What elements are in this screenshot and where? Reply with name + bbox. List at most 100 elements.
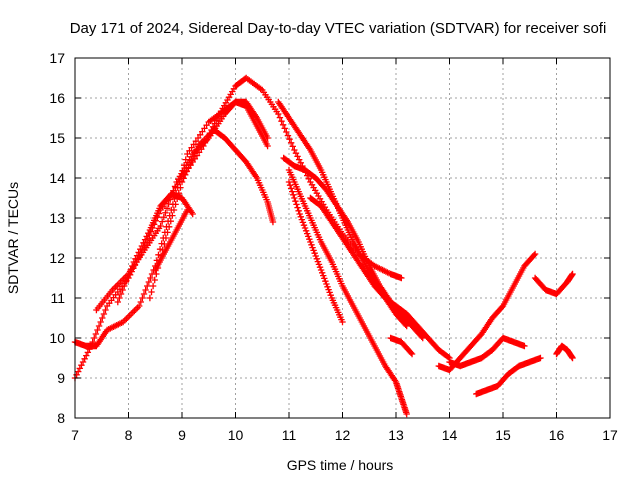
data-point (116, 294, 123, 302)
y-tick-label: 11 (50, 290, 65, 306)
data-point (184, 206, 191, 214)
data-point (146, 294, 154, 302)
y-tick-label: 13 (49, 210, 65, 226)
data-point (311, 250, 318, 257)
y-tick-label: 14 (49, 170, 65, 186)
data-point (290, 191, 297, 198)
data-point (407, 349, 415, 356)
data-point (114, 298, 121, 306)
data-point (186, 160, 194, 168)
data-point (127, 266, 134, 274)
data-point (292, 198, 299, 205)
data-point (327, 292, 334, 299)
data-point (159, 218, 166, 225)
data-point (172, 201, 179, 208)
data-point (191, 150, 199, 157)
data-point (293, 201, 300, 208)
data-point (121, 282, 128, 290)
data-point (322, 278, 329, 285)
data-point (122, 278, 130, 286)
data-point (153, 270, 160, 278)
data-point (89, 338, 96, 346)
data-point (531, 250, 539, 258)
x-axis-label: GPS time / hours (287, 457, 394, 473)
data-point (419, 334, 426, 342)
data-point (283, 128, 290, 136)
data-point (269, 218, 277, 226)
data-point (167, 218, 174, 225)
data-point (295, 207, 302, 214)
x-tick-label: 14 (442, 427, 458, 443)
data-point (151, 276, 158, 284)
y-tick-label: 17 (49, 50, 65, 66)
data-point (408, 350, 416, 358)
data-point (537, 354, 544, 362)
data-point (309, 244, 316, 251)
data-point (289, 188, 296, 195)
data-point (326, 289, 333, 296)
data-point (177, 184, 184, 191)
series-track-2 (71, 74, 405, 382)
series-track-12 (387, 334, 416, 358)
data-point (185, 164, 192, 171)
data-point (398, 274, 405, 282)
data-point (142, 286, 149, 294)
data-point (299, 219, 307, 226)
x-tick-label: 11 (282, 427, 297, 443)
data-point (149, 282, 157, 290)
data-point (97, 318, 104, 326)
data-point (521, 342, 528, 350)
data-point (294, 204, 301, 211)
series-track-11 (307, 194, 453, 362)
data-point (307, 238, 314, 246)
data-point (169, 212, 176, 219)
data-point (92, 330, 100, 338)
data-point (183, 168, 191, 175)
data-point (162, 209, 169, 216)
data-point (316, 264, 324, 271)
data-point (145, 278, 153, 286)
x-tick-label: 12 (335, 427, 351, 443)
data-point (170, 206, 178, 214)
y-tick-label: 10 (49, 330, 65, 346)
data-point (94, 326, 101, 334)
y-tick-label: 16 (49, 90, 65, 106)
data-point (300, 222, 308, 229)
series-track-9 (285, 166, 410, 418)
data-point (303, 230, 311, 237)
series-track-10 (285, 178, 346, 326)
data-point (189, 210, 196, 218)
series-track-14 (446, 334, 528, 370)
data-point (313, 255, 321, 262)
data-point (117, 290, 125, 298)
data-point (305, 233, 312, 240)
data-point (95, 322, 103, 330)
data-point (137, 298, 145, 306)
data-point (87, 342, 95, 350)
data-point (276, 114, 284, 121)
x-tick-label: 9 (178, 427, 186, 443)
data-point (178, 178, 186, 186)
x-tick-label: 8 (125, 427, 133, 443)
data-point (281, 125, 288, 132)
y-axis-ticks: 8 9 10 11 12 13 14 15 16 17 (49, 50, 610, 426)
data-point (296, 210, 303, 218)
chart-title: Day 171 of 2024, Sidereal Day-to-day VTE… (70, 20, 607, 37)
x-tick-label: 15 (495, 427, 511, 443)
data-point (147, 274, 154, 282)
data-point (100, 310, 108, 318)
series-track-4 (146, 126, 277, 302)
x-tick-label: 10 (228, 427, 244, 443)
data-point (180, 175, 187, 182)
data-points (71, 74, 576, 418)
x-tick-label: 13 (388, 427, 404, 443)
data-point (320, 272, 327, 279)
data-point (139, 294, 146, 302)
x-axis-ticks: 7 8 9 10 11 12 13 14 15 16 17 (71, 58, 618, 443)
y-tick-label: 9 (57, 370, 65, 386)
data-point (287, 185, 295, 192)
data-point (160, 214, 168, 221)
y-tick-label: 8 (57, 410, 65, 426)
data-point (310, 247, 317, 254)
